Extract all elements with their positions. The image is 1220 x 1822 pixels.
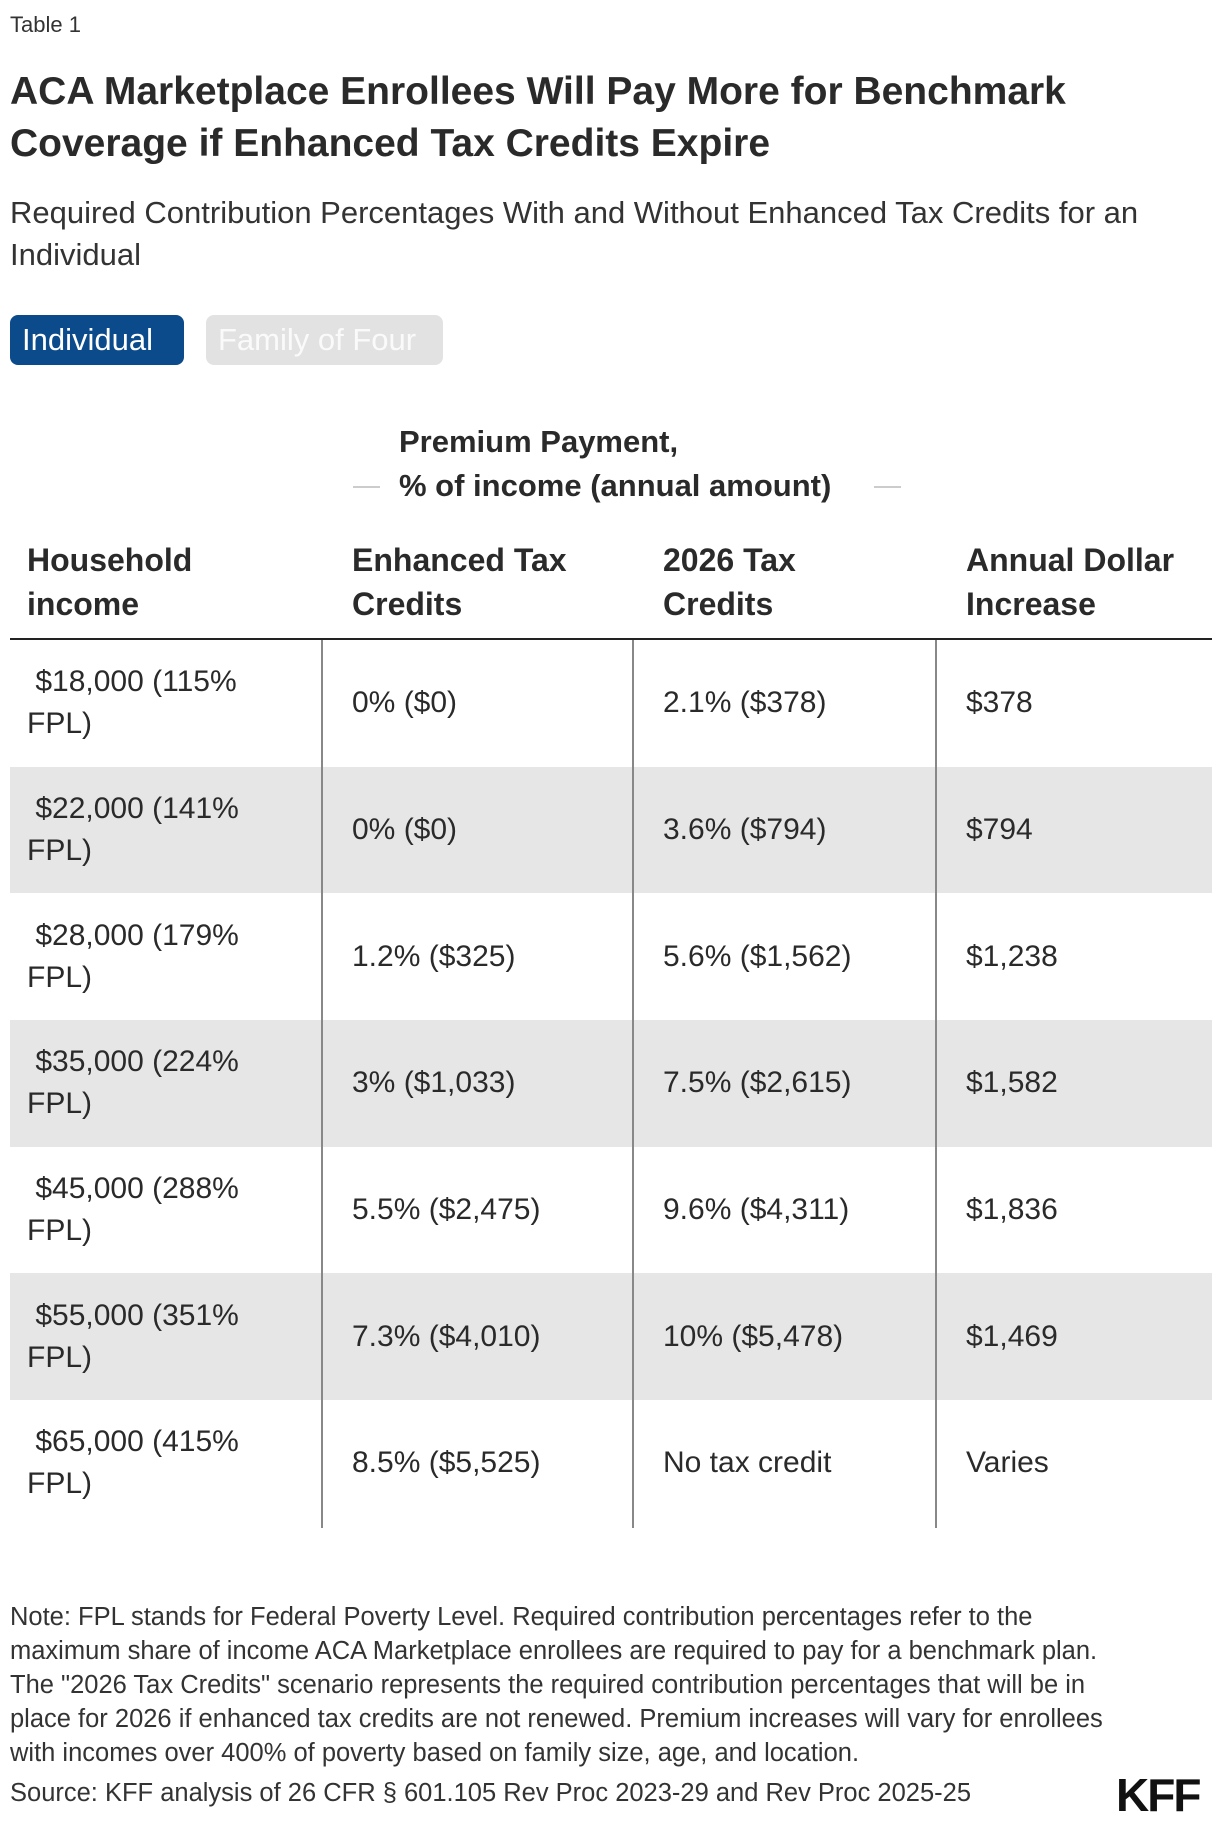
table-label: Table 1 xyxy=(10,12,81,37)
source-note: Source: KFF analysis of 26 CFR § 601.105… xyxy=(10,1779,972,1807)
column-group-line1: Premium Payment, xyxy=(399,424,679,459)
table-cell: 7.3% ($4,010) xyxy=(352,1319,541,1353)
column-header-enhanced-tax-credits: Enhanced Tax Credits xyxy=(352,542,567,622)
table-cell: $794 xyxy=(966,813,1033,847)
table-cell: 9.6% ($4,311) xyxy=(663,1193,850,1227)
column-header-household-income: Household income xyxy=(27,542,193,622)
table-cell: $65,000 (415% FPL) xyxy=(27,1425,248,1501)
column-header-2026-tax-credits: 2026 Tax Credits xyxy=(663,542,796,622)
table-row: $28,000 (179% FPL) 1.2% ($325) 5.6% ($1,56… xyxy=(10,893,1212,1020)
table-cell: $45,000 (288% FPL) xyxy=(27,1172,248,1248)
table-row: $35,000 (224% FPL) 3% ($1,033) 7.5% ($2,61… xyxy=(10,1020,1212,1147)
table-row: $45,000 (288% FPL) 5.5% ($2,475) 9.6% ($4,… xyxy=(10,1147,1212,1274)
table-cell: 5.6% ($1,562) xyxy=(663,939,852,973)
subtitle: Required Contribution Percentages With a… xyxy=(10,195,1139,272)
table-cell: 0% ($0) xyxy=(352,813,458,847)
column-group-header: Premium Payment, % of income (annual amo… xyxy=(399,420,831,508)
table-cell: 2.1% ($378) xyxy=(663,686,827,720)
group-header-dash-right xyxy=(874,486,901,488)
footnote: Note: FPL stands for Federal Poverty Lev… xyxy=(10,1603,1103,1767)
table-cell: 8.5% ($5,525) xyxy=(352,1446,541,1480)
table-cell: $35,000 (224% FPL) xyxy=(27,1045,248,1121)
kff-logo: KFF xyxy=(1116,1769,1201,1821)
table-cell: 5.5% ($2,475) xyxy=(352,1193,541,1227)
table-row: $18,000 (115% FPL) 0% ($0) 2.1% ($378) $378 xyxy=(10,640,1212,767)
header-divider xyxy=(10,638,1212,640)
table-cell: $1,836 xyxy=(966,1193,1058,1227)
table-row: $55,000 (351% FPL) 7.3% ($4,010) 10% ($5,4… xyxy=(10,1273,1212,1401)
table-cell: 0% ($0) xyxy=(352,686,458,720)
table-cell: $18,000 (115% FPL) xyxy=(27,665,245,741)
table-cell: 1.2% ($325) xyxy=(352,939,516,973)
table-cell: $378 xyxy=(966,686,1033,720)
table-cell: $55,000 (351% FPL) xyxy=(27,1298,248,1374)
page-title: ACA Marketplace Enrollees Will Pay More … xyxy=(10,70,1066,165)
column-divider xyxy=(632,640,634,1528)
table-row: $22,000 (141% FPL) 0% ($0) 3.6% ($794) $794 xyxy=(10,766,1212,894)
table-cell: $22,000 (141% FPL) xyxy=(27,792,248,868)
column-divider xyxy=(321,640,323,1528)
table-cell: $1,238 xyxy=(966,939,1058,973)
column-divider xyxy=(935,640,937,1528)
table-cell: $1,582 xyxy=(966,1066,1058,1100)
table-cell: 3.6% ($794) xyxy=(663,813,827,847)
group-header-dash-left xyxy=(353,486,380,488)
table-cell: No tax credit xyxy=(663,1446,832,1480)
table-body: $18,000 (115% FPL) 0% ($0) 2.1% ($378) $378… xyxy=(10,640,1212,1527)
table-cell: $1,469 xyxy=(966,1319,1058,1353)
table-row: $65,000 (415% FPL) 8.5% ($5,525) No tax cr… xyxy=(10,1400,1212,1527)
column-header-annual-dollar-increase: Annual Dollar Increase xyxy=(966,542,1175,622)
column-group-line2: % of income (annual amount) xyxy=(399,468,832,503)
table-cell: $28,000 (179% FPL) xyxy=(27,918,248,994)
table-cell: 10% ($5,478) xyxy=(663,1319,844,1353)
table-cell: 3% ($1,033) xyxy=(352,1066,516,1100)
toggle-family-of-four-button[interactable]: Family of Four xyxy=(206,315,443,365)
toggle-individual-button[interactable]: Individual xyxy=(10,315,184,365)
table-cell: Varies xyxy=(966,1446,1049,1480)
table-cell: 7.5% ($2,615) xyxy=(663,1066,852,1100)
